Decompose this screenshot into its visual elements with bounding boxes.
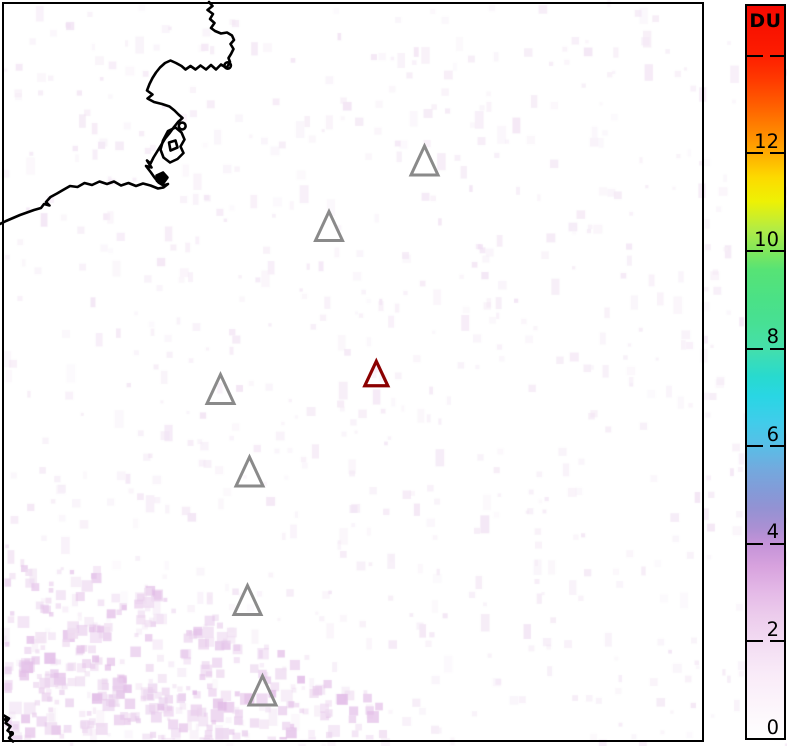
colorbar-tick-right — [770, 250, 784, 252]
colorbar-gradient: DU 12 10 8 6 4 2 0 — [747, 6, 784, 738]
coastline-islet-dot — [3, 716, 10, 723]
volcano-marker — [362, 357, 391, 388]
coastline-island — [177, 121, 187, 131]
colorbar-tick-right — [770, 54, 784, 57]
volcano-marker — [204, 370, 237, 405]
colorbar-tick-right — [770, 640, 784, 643]
colorbar-tick-right — [770, 445, 784, 448]
colorbar-tick-left — [747, 640, 763, 643]
colorbar-tick-right — [770, 542, 784, 545]
colorbar-tick-label: 8 — [766, 325, 779, 349]
colorbar-tick-left — [747, 542, 763, 545]
colorbar-tick-left — [747, 347, 763, 350]
colorbar-tick-left — [747, 152, 763, 155]
colorbar-tick-label: 6 — [766, 422, 779, 446]
colorbar-tick-label: 0 — [766, 715, 779, 739]
volcano-marker — [408, 142, 441, 177]
volcano-marker — [246, 672, 279, 707]
colorbar-tick-right — [770, 152, 784, 155]
colorbar-tick-label: 2 — [766, 617, 779, 641]
coastline-island — [159, 126, 186, 164]
coastline-island — [167, 139, 179, 152]
colorbar-tick-right — [770, 347, 784, 350]
colorbar-unit-label: DU — [749, 10, 782, 32]
volcano-marker — [313, 207, 345, 242]
coastline-islet — [155, 171, 169, 185]
volcano-marker — [231, 581, 264, 616]
colorbar-tick-label: 10 — [754, 227, 779, 251]
volcano-marker — [233, 453, 266, 488]
colorbar: DU 12 10 8 6 4 2 0 — [745, 4, 786, 740]
colorbar-tick-left — [747, 445, 763, 448]
colorbar-tick-left — [747, 54, 763, 57]
coastline — [0, 0, 236, 743]
map-frame — [2, 2, 704, 742]
colorbar-tick-label: 12 — [754, 129, 779, 153]
coastline-islet-dot — [8, 730, 15, 737]
volcano-markers — [204, 142, 441, 707]
colorbar-tick-label: 4 — [766, 520, 779, 544]
coastline-main-path — [0, 0, 236, 226]
colorbar-tick-left — [747, 250, 763, 252]
coastline-island — [223, 61, 233, 70]
